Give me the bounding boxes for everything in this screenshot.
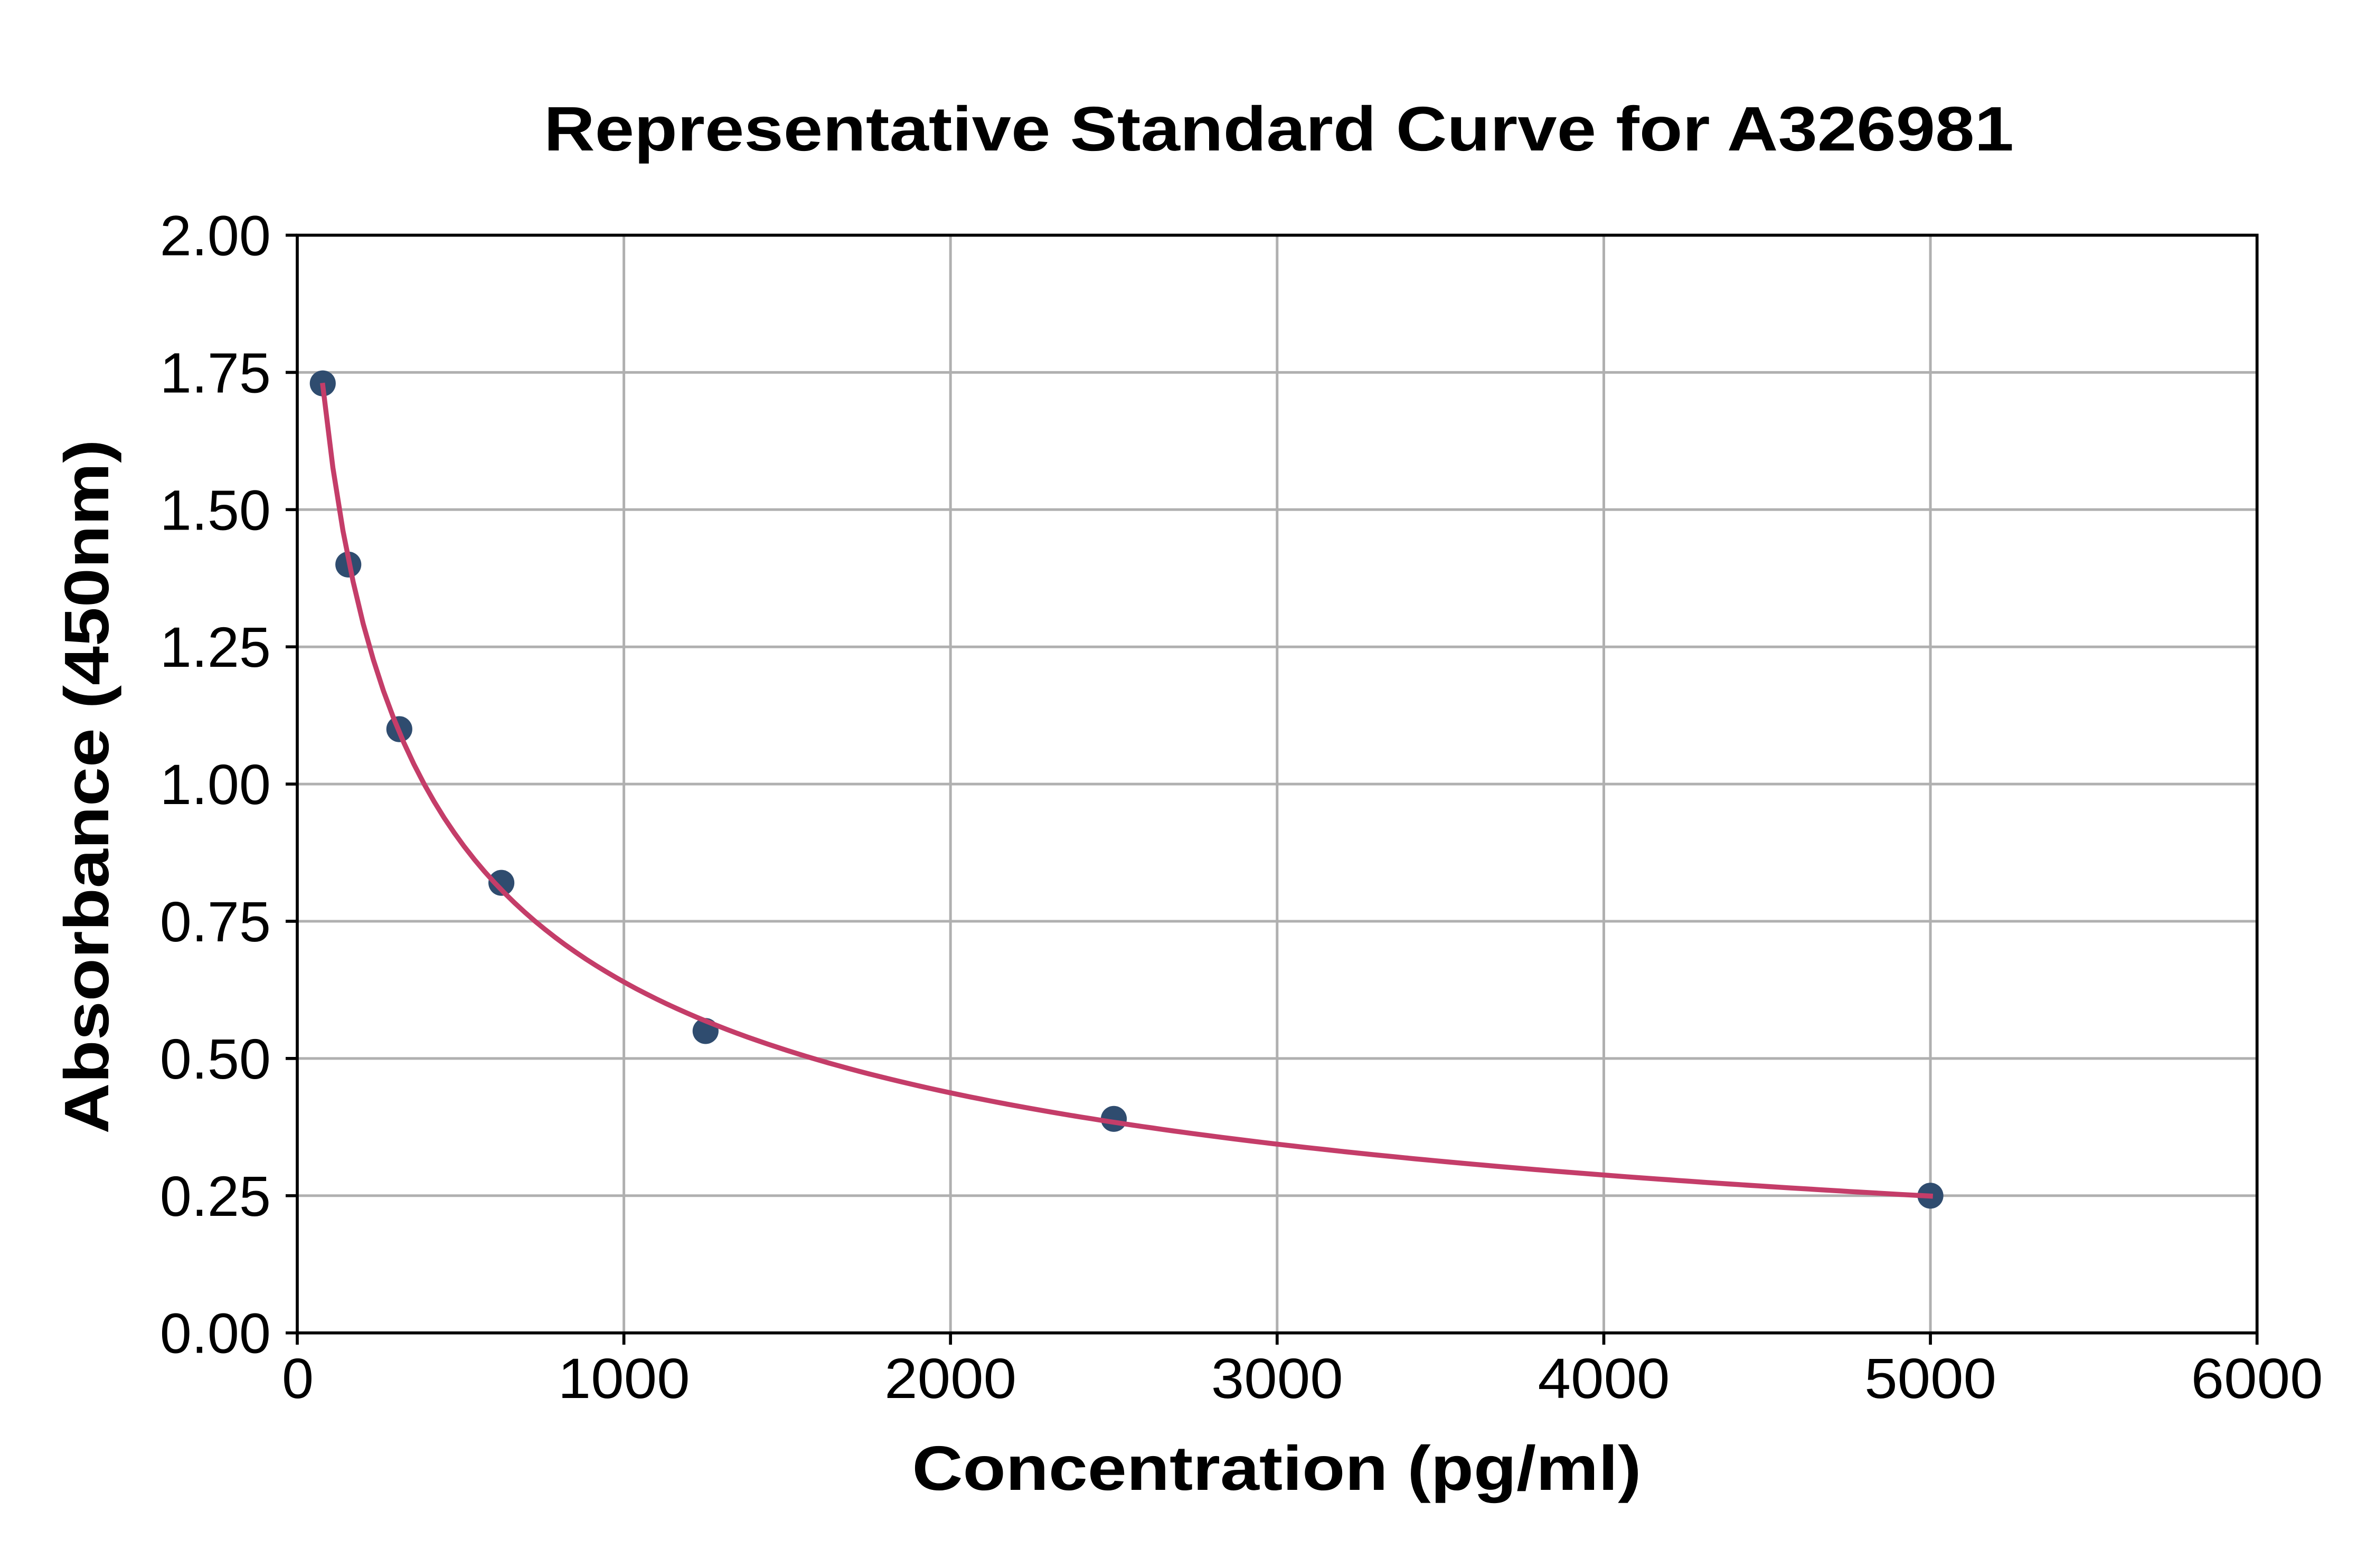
svg-text:6000: 6000 [2191, 1346, 2323, 1410]
svg-text:3000: 3000 [1211, 1346, 1343, 1410]
svg-text:Absorbance (450nm): Absorbance (450nm) [52, 440, 122, 1134]
svg-text:4000: 4000 [1538, 1346, 1670, 1410]
svg-text:0.00: 0.00 [160, 1301, 271, 1365]
svg-text:Concentration (pg/ml): Concentration (pg/ml) [912, 1433, 1642, 1504]
svg-text:2000: 2000 [884, 1346, 1016, 1410]
svg-text:5000: 5000 [1864, 1346, 1996, 1410]
svg-text:0.50: 0.50 [160, 1027, 271, 1091]
svg-text:0.25: 0.25 [160, 1164, 271, 1228]
svg-text:1.00: 1.00 [160, 752, 271, 816]
svg-text:1.50: 1.50 [160, 478, 271, 542]
svg-text:0: 0 [282, 1346, 314, 1410]
svg-text:1.75: 1.75 [160, 341, 271, 404]
svg-text:1000: 1000 [558, 1346, 690, 1410]
svg-text:2.00: 2.00 [160, 204, 271, 268]
svg-text:0.75: 0.75 [160, 890, 271, 953]
svg-text:1.25: 1.25 [160, 615, 271, 679]
svg-text:Representative Standard Curve: Representative Standard Curve for A32698… [544, 94, 2014, 164]
